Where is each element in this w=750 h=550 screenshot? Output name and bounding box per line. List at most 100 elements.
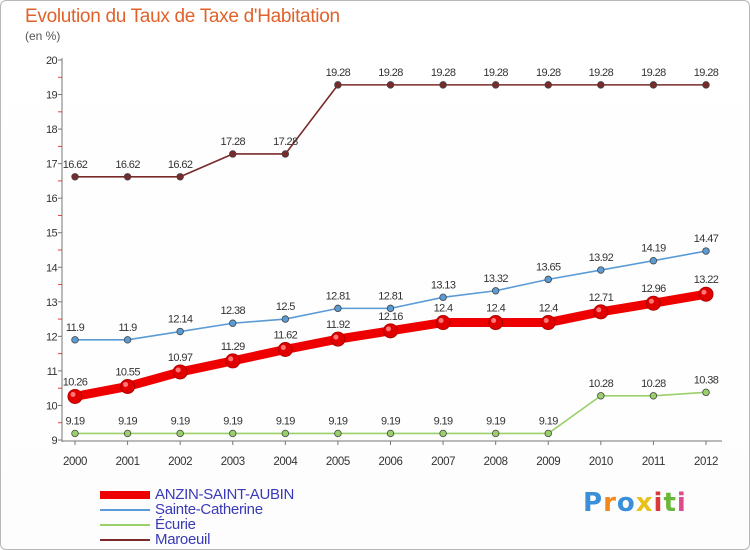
- data-point-highlight: [701, 289, 707, 295]
- chart-title: Evolution du Taux de Taxe d'Habitation: [25, 6, 340, 27]
- data-point-highlight: [175, 367, 181, 373]
- data-label-maroeuil: 17.28: [220, 136, 245, 148]
- data-label-anzin-saint-aubin: 11.92: [326, 319, 350, 331]
- data-label-anzin-saint-aubin: 10.97: [168, 352, 193, 364]
- data-label-anzin-saint-aubin: 10.26: [63, 376, 88, 388]
- data-label-sainte-catherine: 11.9: [66, 322, 85, 334]
- data-point-anzin-saint-aubin: [435, 315, 451, 331]
- data-point-sainte-catherine: [649, 257, 658, 265]
- data-point-maroeuil: [491, 81, 500, 89]
- data-label-ecurie: 9.19: [539, 415, 558, 427]
- data-label-sainte-catherine: 13.92: [589, 252, 614, 264]
- y-tick-label: 15: [46, 228, 58, 240]
- data-label-anzin-saint-aubin: 12.96: [641, 283, 666, 295]
- data-label-maroeuil: 19.28: [483, 67, 508, 79]
- data-label-ecurie: 9.19: [276, 415, 295, 427]
- data-point-highlight: [123, 381, 129, 387]
- data-point-maroeuil: [123, 173, 132, 181]
- logo-letter: t: [663, 488, 677, 518]
- data-point-maroeuil: [544, 81, 552, 89]
- legend-label-anzin: ANZIN-SAINT-AUBIN: [155, 486, 295, 503]
- legend-item-anzin: ANZIN-SAINT-AUBIN: [100, 486, 360, 503]
- data-point-maroeuil: [176, 173, 184, 181]
- data-label-ecurie: 9.19: [486, 415, 505, 427]
- data-label-ecurie: 10.28: [641, 378, 666, 390]
- data-label-anzin-saint-aubin: 13.22: [694, 274, 719, 286]
- data-point-ecurie: [334, 429, 342, 438]
- y-tick-label: 14: [46, 262, 58, 274]
- data-point-anzin-saint-aubin: [645, 295, 661, 311]
- data-label-ecurie: 10.38: [694, 374, 719, 386]
- data-point-ecurie: [386, 429, 395, 438]
- data-label-maroeuil: 19.28: [536, 67, 561, 79]
- data-point-sainte-catherine: [71, 336, 79, 344]
- x-tick-label: 2005: [326, 456, 350, 468]
- x-tick-label: 2006: [379, 456, 403, 468]
- x-tick-label: 2007: [431, 456, 455, 468]
- data-point-anzin-saint-aubin: [277, 341, 293, 357]
- y-tick-label: 16: [46, 193, 58, 205]
- x-tick-label: 2002: [168, 456, 192, 468]
- data-label-anzin-saint-aubin: 11.29: [221, 341, 245, 353]
- data-point-maroeuil: [334, 81, 342, 89]
- y-tick-label: 17: [46, 159, 58, 171]
- data-point-ecurie: [71, 429, 79, 438]
- data-point-anzin-saint-aubin: [488, 315, 504, 331]
- data-point-sainte-catherine: [597, 266, 605, 274]
- x-tick-label: 2008: [484, 456, 508, 468]
- data-point-highlight: [648, 298, 654, 304]
- data-label-maroeuil: 19.28: [641, 67, 666, 79]
- data-label-anzin-saint-aubin: 12.4: [486, 303, 505, 315]
- data-point-sainte-catherine: [281, 315, 290, 323]
- data-label-anzin-saint-aubin: 12.16: [378, 311, 403, 323]
- data-label-ecurie: 10.28: [589, 378, 614, 390]
- data-point-anzin-saint-aubin: [67, 388, 83, 404]
- data-point-ecurie: [229, 429, 237, 438]
- data-label-maroeuil: 19.28: [378, 67, 403, 79]
- data-label-ecurie: 9.19: [65, 415, 84, 427]
- data-label-anzin-saint-aubin: 10.55: [115, 366, 140, 378]
- data-label-sainte-catherine: 12.14: [168, 314, 193, 326]
- data-point-highlight: [543, 318, 549, 324]
- data-label-maroeuil: 19.28: [589, 67, 614, 79]
- data-point-ecurie: [702, 388, 710, 397]
- data-point-ecurie: [597, 392, 605, 400]
- logo-letter: P: [583, 488, 604, 518]
- data-point-highlight: [438, 318, 444, 324]
- data-point-anzin-saint-aubin: [330, 331, 346, 347]
- data-label-maroeuil: 19.28: [431, 67, 456, 79]
- logo-letter: i: [653, 488, 664, 518]
- legend-swatch-anzin: [100, 491, 150, 499]
- legend-item-maroeuil: Maroeuil: [100, 531, 360, 548]
- legend-swatch-ecurie: [100, 524, 150, 526]
- data-point-anzin-saint-aubin: [225, 353, 241, 369]
- data-point-maroeuil: [439, 81, 447, 89]
- data-point-sainte-catherine: [123, 336, 132, 344]
- legend-swatch-sainte-catherine: [100, 509, 150, 511]
- x-tick-label: 2004: [273, 456, 298, 468]
- data-point-maroeuil: [281, 150, 290, 158]
- data-point-highlight: [386, 326, 391, 332]
- data-label-anzin-saint-aubin: 12.4: [434, 303, 453, 315]
- x-tick-label: 2012: [694, 456, 718, 468]
- x-tick-label: 2011: [642, 456, 665, 468]
- data-label-sainte-catherine: 12.38: [220, 305, 245, 317]
- y-tick-label: 13: [46, 297, 58, 309]
- legend-swatch-maroeuil: [100, 539, 150, 541]
- data-point-anzin-saint-aubin: [698, 286, 714, 302]
- data-point-anzin-saint-aubin: [540, 315, 556, 331]
- data-label-ecurie: 9.19: [434, 415, 453, 427]
- data-label-sainte-catherine: 13.32: [483, 273, 508, 285]
- data-label-sainte-catherine: 12.81: [378, 290, 403, 302]
- data-label-maroeuil: 16.62: [168, 159, 193, 171]
- data-label-maroeuil: 17.28: [273, 136, 298, 148]
- data-label-maroeuil: 16.62: [63, 159, 88, 171]
- data-point-sainte-catherine: [491, 287, 500, 295]
- data-point-maroeuil: [386, 81, 395, 89]
- logo-letter: r: [603, 488, 617, 518]
- data-point-highlight: [70, 391, 76, 397]
- data-point-sainte-catherine: [439, 293, 447, 302]
- legend-label-maroeuil: Maroeuil: [155, 531, 211, 548]
- data-label-sainte-catherine: 12.81: [326, 290, 351, 302]
